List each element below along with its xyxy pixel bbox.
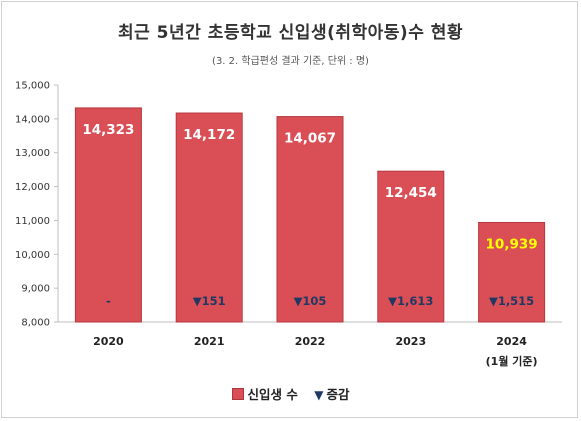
y-tick-label: 13,000 [15,148,50,159]
y-tick-label: 8,000 [21,318,50,329]
chart-title: 최근 5년간 초등학교 신입생(취학아동)수 현황 [117,23,464,43]
y-tick-label: 10,000 [15,250,50,261]
x-tick-label: 2022 [295,335,326,348]
y-tick-label: 14,000 [15,114,50,125]
chart-subtitle: (3. 2. 학급편성 결과 기준, 단위 : 명) [212,56,369,67]
change-label: - [106,294,111,308]
x-tick-sublabel: (1월 기준) [486,354,538,368]
y-tick-label: 11,000 [15,216,50,227]
chart-legend: 신입생 수 ▼ 증감 [0,384,581,403]
bar-value-label: 14,172 [183,127,235,143]
bar [377,170,445,323]
x-tick-label: 2023 [395,335,426,348]
bar-value-label: 14,067 [284,131,336,147]
bar-value-label: 14,323 [82,122,134,138]
legend-item-students: 신입생 수 [231,384,298,403]
bar [478,221,546,323]
legend-down-triangle-icon: ▼ [314,388,324,402]
change-label: ▼105 [294,294,327,308]
change-label: ▼1,515 [489,294,534,308]
x-tick-label: 2024 [496,335,527,348]
x-tick-label: 2020 [93,335,124,348]
y-tick-label: 12,000 [15,182,50,193]
legend-item-change: ▼ 증감 [314,384,349,403]
bar-value-label: 10,939 [486,236,538,252]
bar [175,112,243,323]
bar [276,116,344,323]
x-tick-label: 2021 [194,335,225,348]
bar-value-label: 12,454 [385,185,437,201]
legend-label-students: 신입생 수 [247,387,298,402]
change-label: ▼151 [193,294,226,308]
y-tick-label: 9,000 [21,284,50,295]
legend-swatch-square [231,388,244,400]
change-label: ▼1,613 [388,294,433,308]
legend-label-change: 증감 [326,387,350,402]
y-tick-label: 15,000 [15,81,50,92]
bar [74,107,142,323]
